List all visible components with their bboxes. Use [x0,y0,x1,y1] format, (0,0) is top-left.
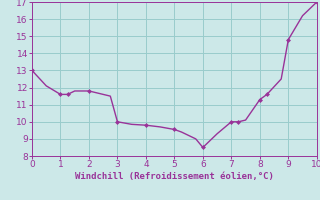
X-axis label: Windchill (Refroidissement éolien,°C): Windchill (Refroidissement éolien,°C) [75,172,274,181]
